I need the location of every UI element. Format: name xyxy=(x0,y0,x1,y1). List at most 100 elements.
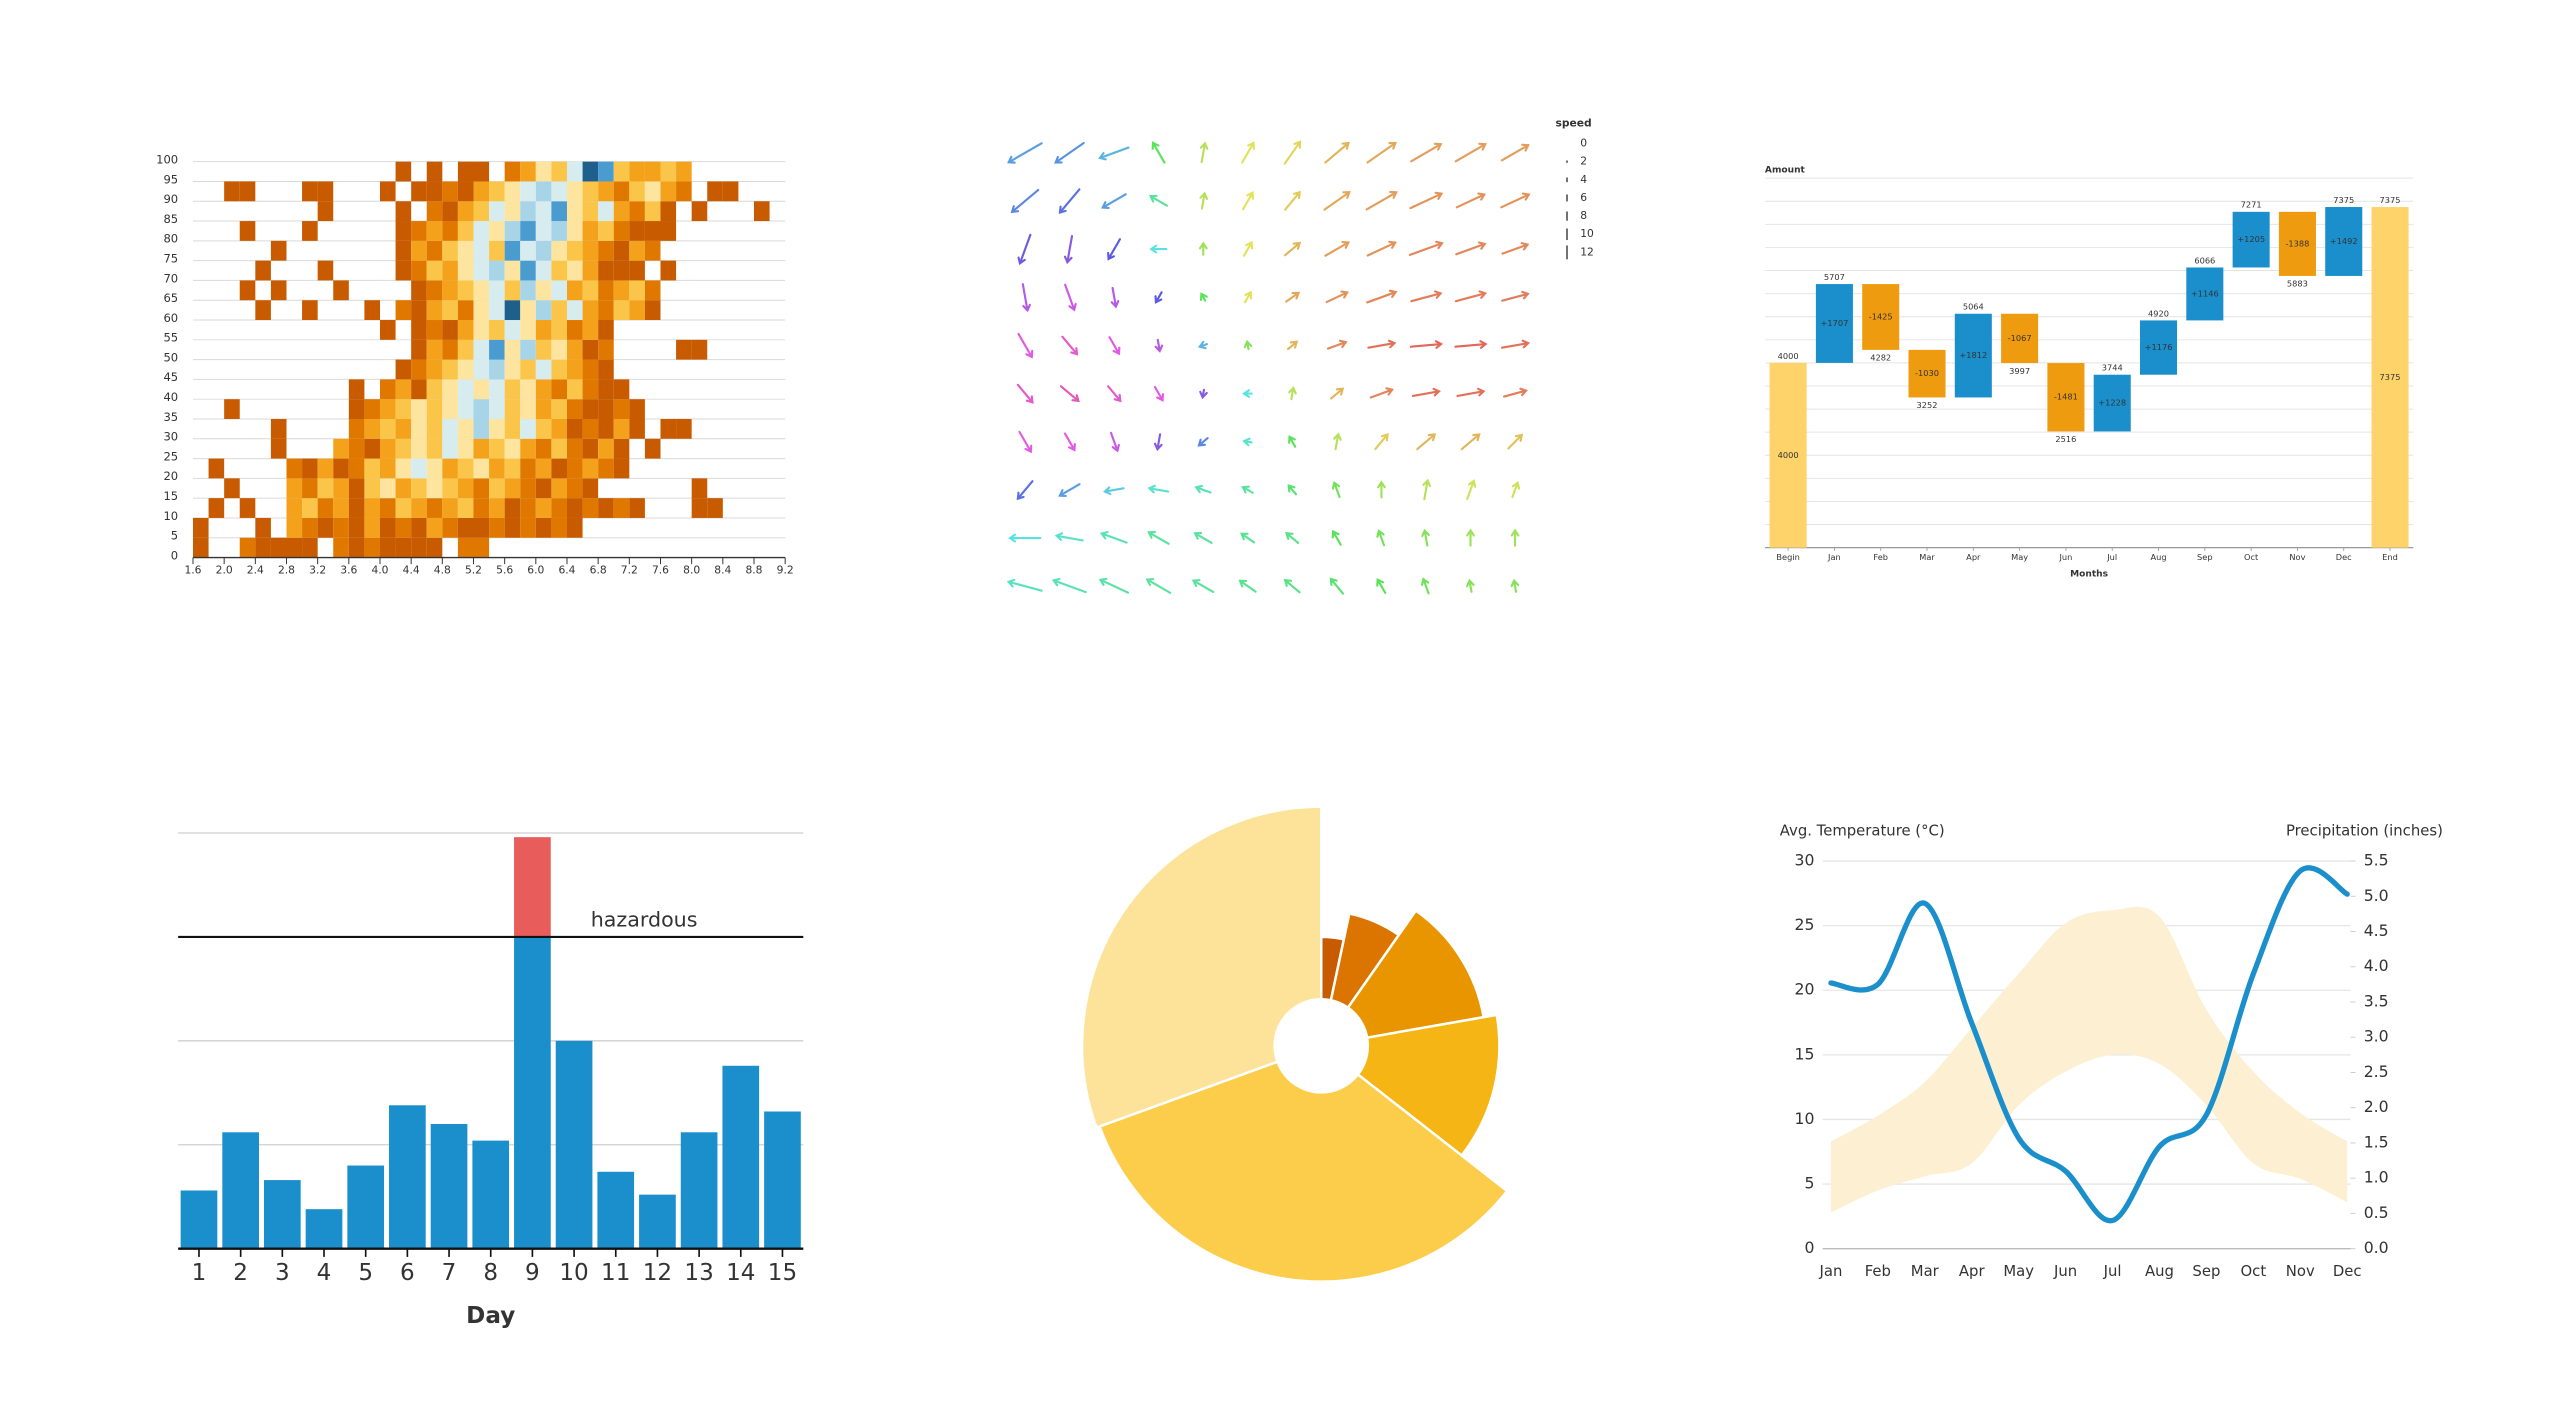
y2-tick-label: 0.0 xyxy=(2364,1238,2389,1257)
vector-arrow xyxy=(1376,577,1387,594)
vector-arrow xyxy=(1148,194,1169,207)
vector-arrow xyxy=(1151,141,1166,164)
heat-cell xyxy=(504,418,521,439)
heat-cell xyxy=(270,240,287,261)
heat-cell xyxy=(364,300,380,321)
heat-cell xyxy=(473,458,490,479)
heat-cell xyxy=(551,359,567,380)
heat-cell xyxy=(379,438,396,459)
x-tick-label: 7 xyxy=(442,1260,457,1286)
x-tick-label: 8.4 xyxy=(714,564,731,577)
vector-arrow xyxy=(1058,188,1081,215)
heat-cell xyxy=(442,458,458,479)
vector-arrow xyxy=(1367,339,1397,349)
vector-arrow xyxy=(1408,240,1444,256)
heat-cell xyxy=(379,537,396,558)
heat-cell xyxy=(629,240,645,261)
heat-cell xyxy=(598,260,614,281)
vector-arrow xyxy=(1331,529,1342,546)
vector-arrow xyxy=(1102,486,1125,496)
heat-cell xyxy=(457,537,474,558)
heat-cell xyxy=(270,280,287,301)
x-tick-label: 4.8 xyxy=(434,564,451,577)
vector-arrow xyxy=(1108,336,1121,356)
vector-arrow xyxy=(1330,387,1345,400)
heat-cell xyxy=(395,240,412,261)
heat-cell xyxy=(457,478,474,499)
heat-cell xyxy=(473,517,490,538)
bar xyxy=(764,1111,801,1249)
y-tick-label: 10 xyxy=(1794,1109,1814,1128)
heat-cell xyxy=(224,478,240,499)
heat-cell xyxy=(411,517,427,538)
total-label: 4000 xyxy=(1778,351,1799,361)
y-tick-label: 50 xyxy=(163,350,178,364)
heat-cell xyxy=(379,458,396,479)
heat-cell xyxy=(395,498,412,518)
x-tick-label: Jan xyxy=(1827,552,1841,562)
legend-label: 2 xyxy=(1580,155,1587,168)
heat-cell xyxy=(551,320,567,340)
vector-arrow xyxy=(1008,533,1042,543)
bar xyxy=(263,1180,301,1249)
value-label: +1812 xyxy=(1959,350,1987,360)
heat-cell xyxy=(395,438,412,459)
heat-cell xyxy=(644,300,661,321)
x-tick-label: Feb xyxy=(1865,1263,1891,1280)
y-tick-label: 85 xyxy=(163,212,178,226)
heat-cell xyxy=(722,181,739,202)
vector-arrow xyxy=(1199,141,1209,164)
heat-cell xyxy=(286,478,303,499)
y-tick-label: 5 xyxy=(1804,1174,1814,1193)
x-tick-label: 2.0 xyxy=(216,564,233,577)
heat-cell xyxy=(473,537,490,558)
vector-arrow xyxy=(1240,532,1256,544)
heat-cell xyxy=(364,537,380,558)
vector-arrow xyxy=(1286,340,1299,351)
heat-cell xyxy=(411,379,427,400)
heat-cell xyxy=(660,181,677,202)
value-label: +1205 xyxy=(2237,234,2265,244)
heat-cell xyxy=(411,240,427,261)
heat-cell xyxy=(535,201,552,222)
vector-arrow xyxy=(1154,291,1163,304)
vector-arrow xyxy=(1324,240,1351,257)
vector-arrow xyxy=(1193,531,1213,544)
heat-cell xyxy=(270,418,287,439)
pie-slice xyxy=(1080,805,1323,1130)
heat-cell xyxy=(473,161,490,182)
heat-cell xyxy=(395,478,412,499)
heat-cell xyxy=(426,537,443,558)
bar xyxy=(472,1140,510,1249)
heat-cell xyxy=(629,300,645,321)
vector-arrow xyxy=(1422,478,1432,501)
heat-cell xyxy=(676,181,692,202)
heat-cell xyxy=(379,498,396,518)
heat-cell xyxy=(442,320,458,340)
heat-cell xyxy=(598,161,614,182)
x-tick-label: Nov xyxy=(2289,552,2305,562)
total-label: 7375 xyxy=(2380,195,2401,205)
heat-cell xyxy=(473,221,490,241)
vector-arrow xyxy=(1061,335,1079,356)
heat-cell xyxy=(535,418,552,439)
heat-cell xyxy=(551,498,567,518)
heat-cell xyxy=(395,201,412,222)
heat-cell xyxy=(426,498,443,518)
heat-cell xyxy=(348,418,365,439)
vector-arrow xyxy=(1511,480,1521,499)
heat-cell xyxy=(582,458,599,479)
heat-cell xyxy=(473,379,490,400)
heat-cell xyxy=(489,418,505,439)
heat-cell xyxy=(520,201,536,222)
heat-cell xyxy=(411,478,427,499)
heat-cell xyxy=(613,300,630,321)
heat-cell xyxy=(426,181,443,202)
bar xyxy=(389,1105,426,1249)
vector-arrow xyxy=(1454,142,1487,163)
x-axis-title: Months xyxy=(2070,570,2108,580)
y-tick-label: 30 xyxy=(1794,851,1814,870)
x-tick-label: 12 xyxy=(643,1260,672,1286)
heat-cell xyxy=(598,280,614,301)
